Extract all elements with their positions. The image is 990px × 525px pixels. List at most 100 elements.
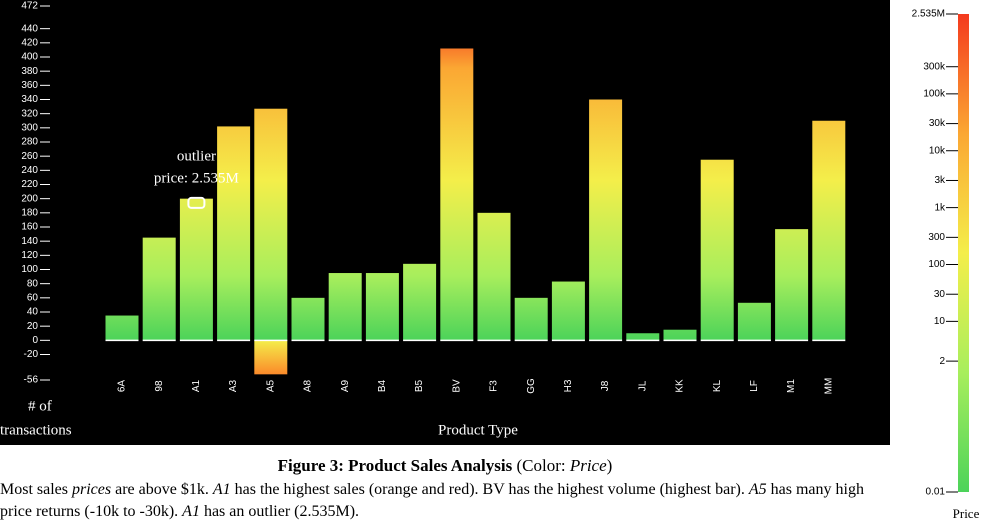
bar	[365, 273, 399, 341]
y-tick-label: 300	[21, 122, 38, 133]
y-tick-label: -56	[24, 375, 39, 386]
bar	[179, 198, 213, 341]
bar	[291, 297, 325, 341]
bar	[589, 99, 623, 341]
legend-tick-label: 300	[928, 232, 945, 243]
x-tick-label: H3	[563, 379, 574, 392]
x-tick-label: A5	[265, 379, 276, 392]
y-axis-label: transactions	[0, 422, 72, 438]
y-tick-label: 140	[21, 236, 38, 247]
x-tick-label: MM	[823, 378, 834, 395]
text: A1	[182, 503, 200, 520]
x-tick-label: M1	[786, 379, 797, 393]
y-tick-label: 240	[21, 165, 38, 176]
legend-tick-label: 300k	[923, 61, 946, 72]
bar	[551, 281, 585, 341]
x-tick-label: B5	[414, 379, 425, 392]
legend-tick-label: 100k	[923, 88, 946, 99]
y-axis-label: # of	[28, 398, 52, 414]
x-tick-label: BV	[451, 379, 462, 393]
legend-tick-label: 10k	[929, 145, 946, 156]
bar	[775, 229, 809, 341]
outlier-marker	[187, 196, 206, 209]
y-tick-label: 200	[21, 193, 38, 204]
y-tick-label: 400	[21, 52, 38, 63]
x-tick-label: A9	[340, 379, 351, 392]
y-tick-label: -20	[24, 349, 39, 360]
y-tick-label: 472	[21, 1, 38, 12]
text: has many high price returns (-10k to -30…	[0, 481, 864, 520]
y-tick-label: 380	[21, 66, 38, 77]
x-tick-label: JL	[637, 380, 648, 391]
legend-tick-label: 1k	[934, 202, 946, 213]
y-tick-label: 100	[21, 264, 38, 275]
legend-tick-label: 0.01	[926, 487, 946, 498]
bar	[142, 237, 176, 341]
caption-note: (Color:	[512, 456, 570, 475]
x-tick-label: KL	[712, 379, 723, 392]
y-tick-label: 120	[21, 250, 38, 261]
text: Most sales	[0, 481, 72, 498]
y-tick-label: 20	[27, 321, 39, 332]
color-scale-label: Price	[953, 506, 980, 521]
annotation: outlier	[177, 148, 216, 164]
text: A1	[212, 481, 231, 498]
text: A5	[748, 481, 767, 498]
legend-tick-label: 30k	[929, 118, 946, 129]
bar	[514, 297, 548, 341]
bar	[328, 273, 362, 341]
x-tick-label: F3	[489, 380, 500, 392]
y-tick-label: 320	[21, 108, 38, 119]
x-tick-label: J8	[600, 380, 611, 391]
caption: Figure 3: Product Sales Analysis (Color:…	[0, 456, 890, 476]
annotation: price: 2.535M	[154, 170, 239, 186]
y-tick-label: 340	[21, 94, 38, 105]
bar	[477, 212, 511, 341]
x-tick-label: 6A	[117, 380, 128, 393]
x-tick-label: A1	[191, 379, 202, 392]
legend-tick-label: 2	[939, 356, 945, 367]
bar	[812, 120, 846, 341]
caption-title: Figure 3: Product Sales Analysis	[277, 456, 513, 475]
bar	[440, 48, 474, 341]
text: has the highest sales (orange and red). …	[230, 481, 749, 498]
y-tick-label: 440	[21, 23, 38, 34]
bar	[403, 263, 437, 341]
bar	[663, 329, 697, 341]
bar	[700, 159, 734, 341]
legend-tick-label: 2.535M	[912, 9, 945, 20]
bar	[254, 340, 288, 375]
x-axis-label: Product Type	[438, 422, 518, 438]
y-tick-label: 60	[27, 292, 39, 303]
text: prices	[72, 481, 112, 498]
description: Most sales prices are above $1k. A1 has …	[0, 479, 890, 523]
caption-note: Price	[569, 456, 607, 475]
legend-tick-label: 30	[934, 289, 946, 300]
bar	[254, 108, 288, 341]
x-tick-label: A8	[303, 379, 314, 392]
bar	[626, 333, 660, 341]
color-bar	[958, 14, 969, 492]
x-tick-label: A3	[228, 379, 239, 392]
text: are above $1k.	[111, 481, 213, 498]
y-tick-label: 80	[27, 278, 39, 289]
x-tick-label: 98	[154, 380, 165, 392]
y-tick-label: 280	[21, 137, 38, 148]
y-tick-label: 360	[21, 80, 38, 91]
y-tick-label: 180	[21, 207, 38, 218]
caption-note: )	[606, 456, 613, 475]
x-tick-label: B4	[377, 379, 388, 392]
y-tick-label: 260	[21, 151, 38, 162]
x-tick-label: LF	[749, 380, 760, 392]
x-tick-label: KK	[675, 379, 686, 393]
text: has an outlier (2.535M).	[199, 503, 360, 520]
legend-tick-label: 10	[934, 316, 946, 327]
legend-tick-label: 3k	[934, 175, 946, 186]
bar	[217, 126, 251, 341]
y-tick-label: 420	[21, 37, 38, 48]
bar	[105, 315, 139, 341]
legend-tick-label: 100	[928, 259, 945, 270]
y-tick-label: 220	[21, 179, 38, 190]
